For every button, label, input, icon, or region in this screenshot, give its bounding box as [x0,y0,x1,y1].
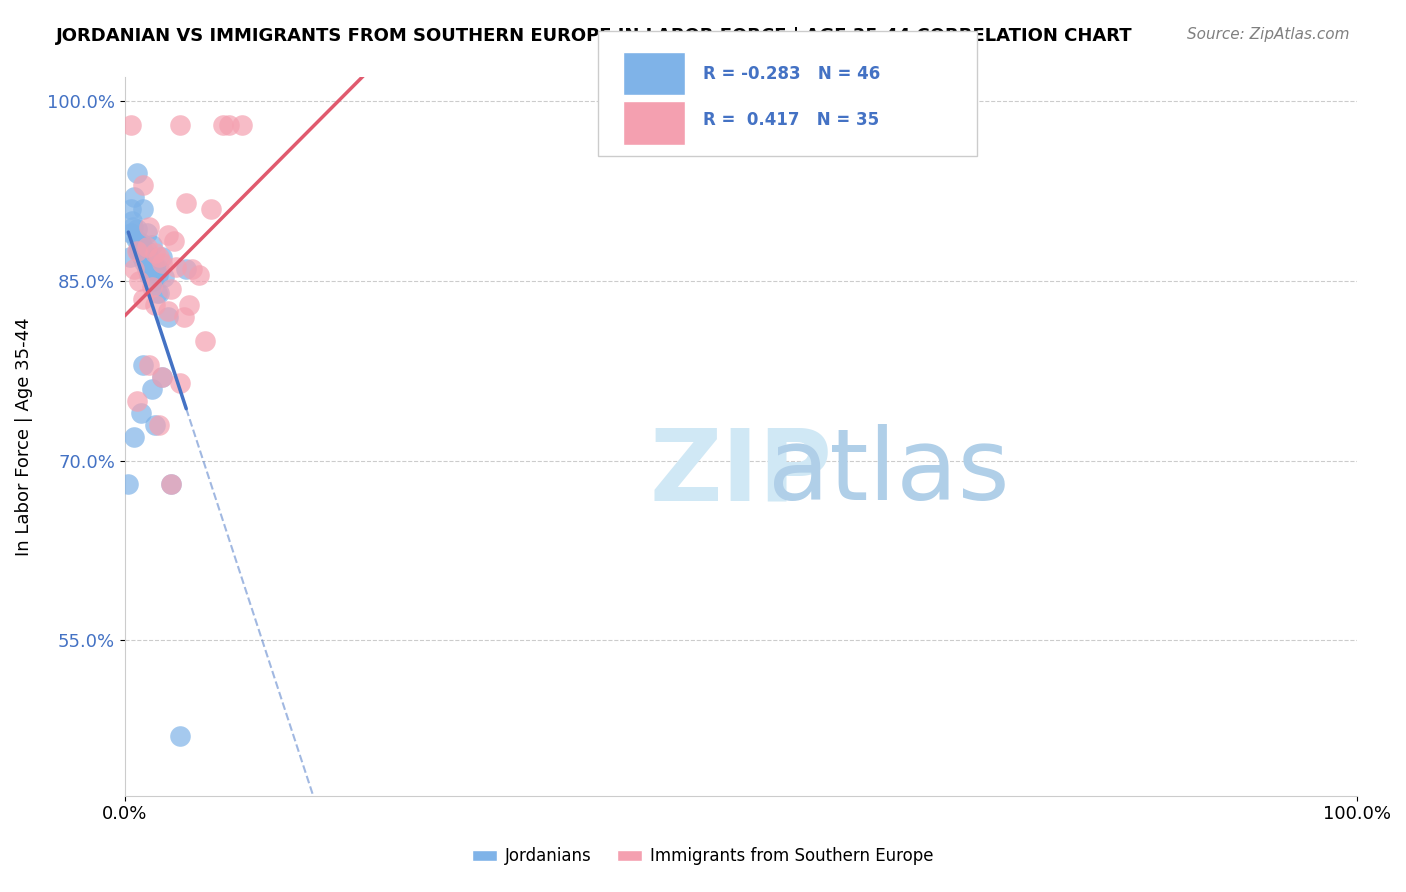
Point [173,310,195,324]
Point [132,292,155,306]
Point [128,274,150,288]
Point [125,244,148,258]
Point [135,262,157,277]
Point [135,244,157,258]
Point [118,250,141,264]
Point [163,235,186,249]
Point [194,334,217,348]
Text: atlas: atlas [768,424,1010,521]
Point [141,238,163,252]
Point [135,240,157,254]
Point [125,166,148,180]
Point [138,268,160,282]
Point [145,298,167,312]
Point [131,250,153,264]
Point [138,252,160,267]
Point [156,310,179,324]
Text: R =  0.417   N = 35: R = 0.417 N = 35 [703,112,879,129]
Point [132,178,155,193]
Point [148,250,170,264]
Point [145,417,167,432]
Point [141,382,163,396]
Point [138,220,160,235]
Point [148,285,170,300]
Point [139,262,162,277]
Point [135,226,157,240]
Point [142,256,165,270]
Legend: Jordanians, Immigrants from Southern Europe: Jordanians, Immigrants from Southern Eur… [465,840,941,872]
Y-axis label: In Labor Force | Age 35-44: In Labor Force | Age 35-44 [15,318,32,556]
Point [148,417,170,432]
Point [145,285,167,300]
Point [148,262,170,277]
Point [187,268,209,282]
Point [138,358,160,372]
Point [124,190,146,204]
Point [146,268,169,282]
Point [117,477,139,491]
Point [136,259,159,273]
Point [150,256,173,270]
Point [156,228,179,243]
Point [160,477,183,491]
Point [121,214,143,228]
Point [125,393,148,408]
Point [127,244,149,258]
Point [129,406,152,420]
Point [174,262,197,277]
Point [181,262,204,277]
Point [177,298,200,312]
Point [122,220,145,235]
Point [143,264,166,278]
Point [120,226,142,240]
Point [132,202,155,216]
Point [128,242,150,256]
Point [231,119,253,133]
Point [129,235,152,250]
Point [212,119,235,133]
Point [160,282,183,296]
Point [150,369,173,384]
Point [169,376,191,390]
Text: JORDANIAN VS IMMIGRANTS FROM SOUTHERN EUROPE IN LABOR FORCE | AGE 35-44 CORRELAT: JORDANIAN VS IMMIGRANTS FROM SOUTHERN EU… [56,27,1133,45]
Point [150,369,173,384]
Point [218,119,240,133]
Point [135,247,157,261]
Point [150,250,173,264]
Point [160,477,183,491]
Point [156,304,179,318]
Point [165,260,187,274]
Point [125,222,148,236]
Point [124,429,146,443]
Point [134,255,156,269]
Text: Source: ZipAtlas.com: Source: ZipAtlas.com [1187,27,1350,42]
Point [142,274,165,288]
Point [120,119,142,133]
Point [128,238,150,252]
Point [145,260,167,274]
Point [124,262,146,277]
Point [125,232,148,246]
Text: ZIP: ZIP [650,424,832,521]
Point [174,196,197,211]
Point [132,358,155,372]
Point [141,280,163,294]
Text: R = -0.283   N = 46: R = -0.283 N = 46 [703,65,880,83]
Point [200,202,222,216]
Point [169,119,191,133]
Point [120,202,142,216]
Point [169,729,191,743]
Point [153,270,176,285]
Point [145,246,167,260]
